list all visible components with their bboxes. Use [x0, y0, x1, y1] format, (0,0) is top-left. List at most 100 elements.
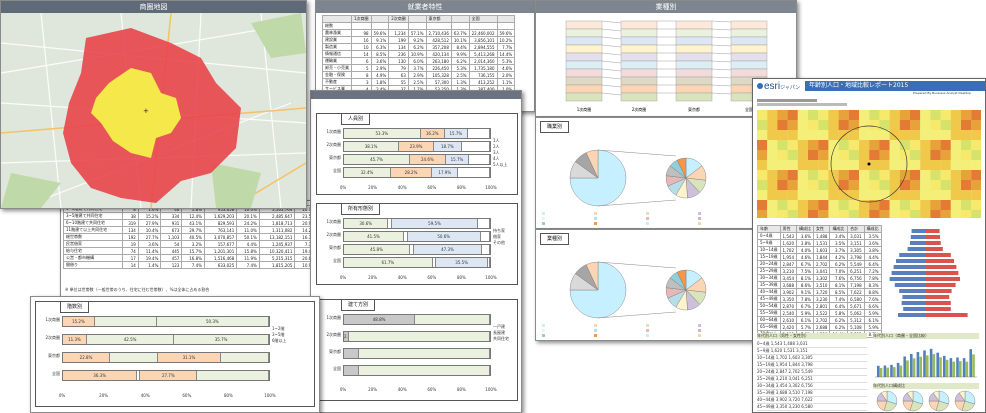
population-heat-map[interactable]	[757, 110, 981, 218]
table-cell: 1,818,713	[258, 219, 296, 227]
axis-tick-label: 20%	[368, 275, 378, 280]
section-ownership: 所有形態別 1次商圏 30.6% 59.5% 2次商圏 41.5% 50.6% 東京都 45.…	[316, 203, 518, 285]
age-bar-national	[945, 359, 949, 377]
heat-cell	[879, 210, 890, 218]
table-cell: 10.2%	[496, 36, 516, 44]
heat-cell	[777, 110, 788, 121]
table-cell: 3,041	[812, 267, 831, 275]
table-cell: 1.8%	[370, 78, 390, 86]
bar-segment: 11.3%	[63, 335, 87, 344]
table-cell: 2,702	[812, 316, 831, 324]
heat-cell	[838, 210, 849, 218]
heat-cell	[930, 210, 941, 218]
age-bar-national	[899, 365, 903, 377]
table-header-cell	[322, 15, 352, 23]
table-cell: 3.6%	[370, 57, 390, 65]
stack-connector	[601, 68, 622, 72]
table-cell: 428,512	[425, 36, 452, 44]
table-cell: 10.9%	[407, 50, 427, 58]
bar-segment	[221, 353, 269, 362]
table-cell: 14	[351, 50, 372, 58]
pie-slice	[906, 390, 914, 402]
bar-segment	[410, 245, 414, 254]
heat-cell	[818, 160, 829, 171]
stack-connector	[711, 92, 732, 95]
heat-cell	[848, 170, 860, 181]
table-row: 65~69歳 2,420 5.7% 2,688 6.2% 5,108 5.9%	[757, 323, 882, 331]
heat-cell	[859, 140, 870, 151]
trade-area-map[interactable]: +	[1, 13, 306, 208]
small-table-row: 25~29歳 3,210 3,041 6,251	[757, 376, 867, 383]
table-cell: 3,510	[812, 281, 831, 289]
table-cell: 3.6%	[795, 232, 814, 240]
heat-cell	[899, 160, 911, 171]
table-cell: 98	[351, 29, 372, 37]
pyramid-bar-male	[889, 277, 926, 281]
table-cell: 3.2%	[181, 240, 205, 248]
legend-swatch	[542, 329, 545, 332]
pyramid-bar-female	[926, 241, 941, 245]
heat-cell	[787, 120, 798, 131]
heat-cell	[930, 120, 941, 131]
stacked-bar: 32.4% 28.2% 17.9%	[343, 167, 491, 178]
table-cell	[407, 22, 427, 30]
stack-segment	[675, 84, 713, 94]
table-header-cell: 女性	[812, 225, 831, 233]
stack-segment	[565, 52, 603, 62]
housing-table: 1~3階建て共同住宅81.6%461.8%953,65810.0%3,565,7…	[63, 205, 318, 269]
heat-cell	[767, 140, 778, 151]
table-cell: 445	[160, 247, 183, 255]
table-cell: 6.7%	[795, 302, 814, 310]
table-cell: 10	[351, 43, 372, 51]
table-cell: 2.5%	[450, 71, 470, 79]
legend-swatch	[698, 329, 701, 332]
pyramid-bar-female	[926, 253, 951, 257]
table-cell: 7.4%	[236, 261, 260, 269]
table-cell: 7.7%	[496, 43, 516, 51]
table-cell: 運輸業	[322, 57, 352, 65]
stack-segment	[565, 44, 603, 54]
table-cell: 8.1%	[795, 274, 814, 282]
table-row: 6~10階建て共同住宅 319 27.9% 931 43.1% 829,593 24.2% 1…	[63, 219, 318, 227]
table-cell: 7.4%	[829, 295, 849, 303]
heat-cell	[899, 210, 911, 218]
esri-brand-sub: ジャパン	[780, 85, 801, 91]
table-row: 情報通信 14 8.5% 236 10.9% 420,134 9.9% 5,413,268 14…	[322, 50, 516, 58]
section-ownership-title: 所有形態別	[341, 203, 381, 215]
pyramid-bar-male	[910, 241, 926, 245]
legend-swatch	[646, 324, 649, 327]
age-bar-area	[896, 362, 900, 377]
legend-swatch	[594, 222, 597, 225]
age-bar-area	[929, 348, 933, 377]
stack-segment	[675, 52, 713, 62]
heat-cell	[869, 170, 880, 181]
bar-segment: 15.2%	[63, 317, 95, 326]
bar-segment	[403, 232, 408, 241]
legend-item: 6階以上	[272, 338, 287, 343]
bar-segment: 41.5%	[344, 232, 404, 241]
heat-cell	[859, 110, 870, 121]
heat-cell	[971, 130, 981, 141]
heat-cell	[767, 130, 778, 141]
table-cell: 3,902	[779, 288, 797, 296]
heat-cell	[920, 210, 931, 218]
heat-cell	[910, 120, 921, 131]
stack-segment	[620, 92, 658, 102]
section-floors-title: 階数別	[60, 301, 90, 313]
pyramid-bar-female	[926, 229, 940, 233]
stack-connector	[601, 92, 622, 96]
stack-connector	[711, 44, 732, 47]
axis-tick-label: 20%	[99, 393, 109, 398]
stack-segment	[675, 68, 713, 78]
table-cell: 3,350	[779, 295, 797, 303]
bar-row-label: 1次商圏	[45, 317, 60, 322]
table-cell: 2,710,436	[425, 29, 452, 37]
heat-cell	[940, 190, 951, 201]
heat-cell	[899, 140, 911, 151]
pie-slice	[958, 390, 966, 402]
heat-cell	[910, 110, 921, 121]
heat-cell	[808, 170, 819, 181]
table-cell: 130	[388, 57, 409, 65]
heat-cell	[910, 140, 921, 151]
table-cell: 50.1%	[236, 233, 260, 241]
